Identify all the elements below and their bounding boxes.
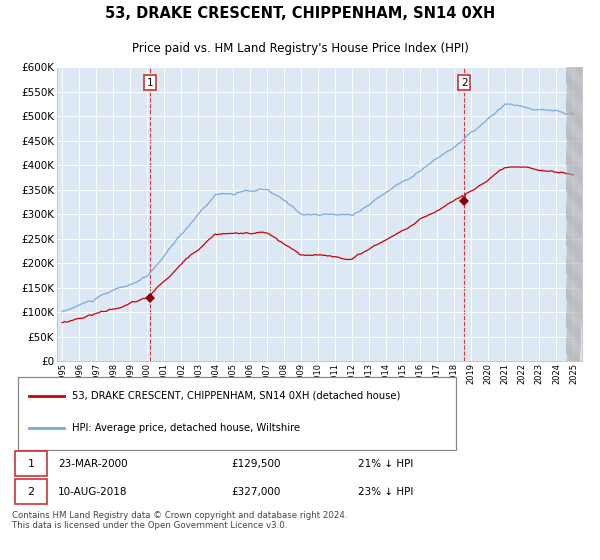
Text: 10-AUG-2018: 10-AUG-2018 <box>58 487 128 497</box>
Text: 2006: 2006 <box>245 363 254 384</box>
Text: 2007: 2007 <box>262 363 271 384</box>
Text: 2004: 2004 <box>211 363 220 384</box>
Text: 1: 1 <box>28 459 35 469</box>
Text: Contains HM Land Registry data © Crown copyright and database right 2024.
This d: Contains HM Land Registry data © Crown c… <box>12 511 347 530</box>
Text: 2019: 2019 <box>467 363 476 384</box>
Text: 2: 2 <box>28 487 35 497</box>
Text: 1: 1 <box>147 78 154 88</box>
Text: 2016: 2016 <box>416 363 425 384</box>
Text: 2013: 2013 <box>364 363 373 384</box>
Text: 1995: 1995 <box>58 363 67 384</box>
Text: 2015: 2015 <box>398 363 407 384</box>
Text: Price paid vs. HM Land Registry's House Price Index (HPI): Price paid vs. HM Land Registry's House … <box>131 41 469 54</box>
Text: 1999: 1999 <box>126 363 135 384</box>
Text: 1998: 1998 <box>109 363 118 384</box>
Text: £129,500: £129,500 <box>231 459 280 469</box>
FancyBboxPatch shape <box>18 377 455 450</box>
Text: 53, DRAKE CRESCENT, CHIPPENHAM, SN14 0XH (detached house): 53, DRAKE CRESCENT, CHIPPENHAM, SN14 0XH… <box>73 391 401 400</box>
Text: 2001: 2001 <box>160 363 169 384</box>
Text: 1996: 1996 <box>74 363 83 384</box>
Text: 2002: 2002 <box>177 363 186 384</box>
Text: HPI: Average price, detached house, Wiltshire: HPI: Average price, detached house, Wilt… <box>73 423 301 433</box>
Text: 2020: 2020 <box>484 363 493 384</box>
FancyBboxPatch shape <box>15 479 47 505</box>
Text: 2023: 2023 <box>535 363 544 384</box>
Text: 2012: 2012 <box>347 363 356 384</box>
Text: 2005: 2005 <box>228 363 237 384</box>
Text: 2000: 2000 <box>143 363 152 384</box>
Text: 2024: 2024 <box>552 363 561 384</box>
Text: 2003: 2003 <box>194 363 203 384</box>
Text: 23-MAR-2000: 23-MAR-2000 <box>58 459 128 469</box>
Text: 2008: 2008 <box>279 363 288 384</box>
Text: 2017: 2017 <box>433 363 442 384</box>
Text: £327,000: £327,000 <box>231 487 280 497</box>
Text: 53, DRAKE CRESCENT, CHIPPENHAM, SN14 0XH: 53, DRAKE CRESCENT, CHIPPENHAM, SN14 0XH <box>105 6 495 21</box>
Text: 2010: 2010 <box>313 363 322 384</box>
FancyBboxPatch shape <box>15 451 47 476</box>
Text: 21% ↓ HPI: 21% ↓ HPI <box>358 459 413 469</box>
Text: 2018: 2018 <box>449 363 458 384</box>
Text: 2: 2 <box>461 78 467 88</box>
Text: 2011: 2011 <box>331 363 340 384</box>
Text: 2021: 2021 <box>501 363 510 384</box>
Text: 2014: 2014 <box>382 363 391 384</box>
Text: 1997: 1997 <box>92 363 101 384</box>
Text: 2022: 2022 <box>518 363 527 384</box>
Text: 2009: 2009 <box>296 363 305 384</box>
Text: 23% ↓ HPI: 23% ↓ HPI <box>358 487 413 497</box>
Text: 2025: 2025 <box>569 363 578 384</box>
